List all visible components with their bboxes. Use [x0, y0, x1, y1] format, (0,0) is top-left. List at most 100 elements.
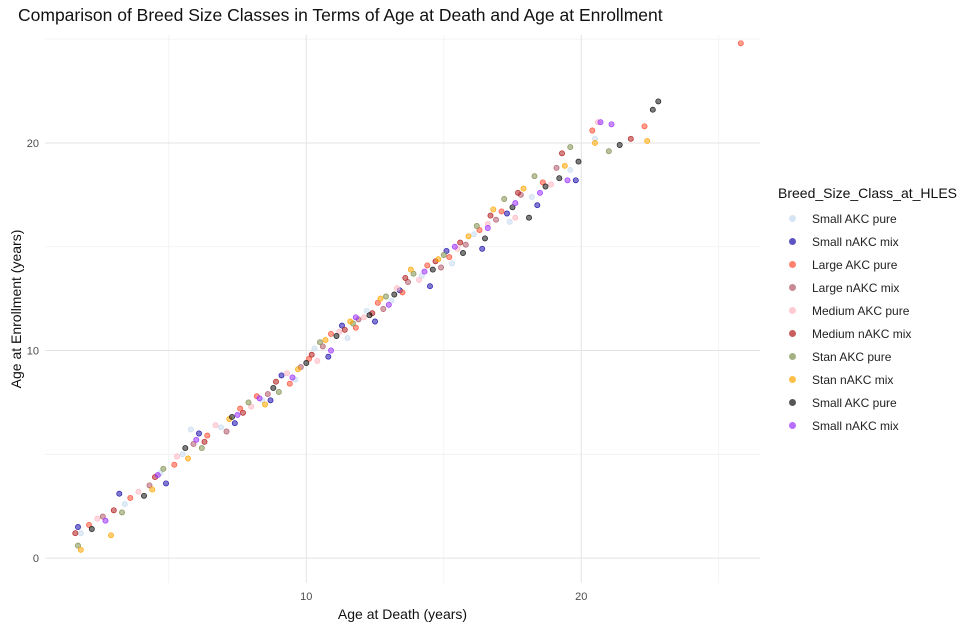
data-point — [75, 542, 81, 549]
data-point — [473, 223, 480, 229]
y-axis-label: Age at Enrollment (years) — [8, 230, 24, 389]
data-point — [616, 142, 623, 148]
data-point — [273, 378, 279, 385]
legend: Breed_Size_Class_at_HLES Small AKC pure S… — [778, 185, 957, 437]
data-point — [352, 314, 359, 321]
data-point — [339, 322, 345, 329]
data-point — [198, 445, 205, 452]
legend-key-dot — [789, 284, 796, 291]
data-point — [94, 515, 101, 522]
data-point — [641, 123, 648, 130]
data-point — [308, 351, 315, 358]
data-point — [564, 177, 571, 184]
legend-items: Small AKC pure Small nAKC mix Large AKC pu… — [778, 207, 957, 437]
data-point — [526, 214, 532, 221]
legend-key-dot — [789, 215, 796, 222]
data-point — [77, 530, 84, 537]
data-point — [427, 283, 433, 290]
data-point — [424, 262, 431, 269]
data-point — [548, 181, 554, 188]
data-point — [512, 200, 519, 207]
data-point — [270, 384, 277, 391]
legend-item: Small nAKC mix — [778, 230, 957, 253]
data-point — [201, 438, 208, 445]
x-tick-label: 10 — [300, 591, 312, 603]
data-point — [649, 106, 656, 113]
data-point — [438, 264, 444, 271]
legend-item: Medium nAKC mix — [778, 322, 957, 345]
x-tick-label: 20 — [575, 591, 587, 603]
data-points — [72, 40, 744, 553]
data-point — [391, 291, 398, 298]
data-point — [231, 420, 238, 427]
y-tick-label: 20 — [27, 138, 39, 150]
data-point — [366, 312, 373, 319]
data-point — [328, 347, 334, 354]
data-point — [435, 256, 442, 263]
data-point — [542, 183, 549, 190]
data-point — [116, 490, 123, 497]
legend-key-dot — [789, 307, 796, 314]
legend-key-dot — [789, 261, 796, 268]
legend-item: Large nAKC mix — [778, 276, 957, 299]
data-point — [388, 297, 395, 304]
legend-key-dot — [789, 353, 796, 360]
data-point — [234, 411, 241, 418]
legend-item: Medium AKC pure — [778, 299, 957, 322]
data-point — [374, 299, 381, 306]
data-point — [193, 436, 200, 443]
data-point — [449, 260, 455, 267]
data-point — [410, 270, 417, 277]
data-point — [561, 162, 568, 169]
data-point — [99, 513, 106, 520]
data-point — [504, 210, 510, 217]
data-point — [572, 177, 579, 184]
y-tick-label: 10 — [27, 346, 39, 358]
data-point — [160, 465, 167, 472]
legend-label: Medium nAKC mix — [812, 326, 912, 341]
data-point — [149, 486, 156, 493]
data-point — [402, 274, 409, 281]
data-point — [559, 150, 565, 157]
data-point — [537, 189, 543, 196]
data-point — [421, 268, 428, 275]
legend-key-dot — [789, 399, 796, 406]
legend-label: Small nAKC mix — [812, 234, 899, 249]
data-point — [289, 374, 296, 381]
data-point — [322, 337, 329, 344]
legend-label: Medium AKC pure — [812, 303, 910, 318]
data-point — [429, 266, 436, 273]
legend-item: Small AKC pure — [778, 207, 957, 230]
data-point — [528, 193, 535, 200]
data-point — [399, 289, 406, 296]
data-point — [256, 395, 263, 402]
legend-title: Breed_Size_Class_at_HLES — [778, 185, 957, 201]
data-point — [264, 391, 271, 398]
data-point — [171, 461, 178, 468]
data-point — [539, 179, 546, 186]
data-point — [72, 530, 79, 537]
axes: 10 20 0 10 20 Age at Death (years) Age at Enro… — [8, 138, 587, 622]
grid-lines — [45, 35, 760, 583]
data-point — [608, 121, 615, 128]
data-point — [531, 173, 538, 180]
data-point — [187, 426, 194, 433]
data-point — [501, 196, 508, 202]
data-point — [319, 343, 326, 350]
data-point — [182, 445, 189, 452]
data-point — [482, 235, 488, 242]
data-point — [451, 243, 458, 250]
data-point — [295, 366, 301, 373]
data-point — [286, 380, 293, 387]
legend-label: Large nAKC mix — [812, 280, 900, 295]
data-point — [303, 360, 310, 366]
data-point — [416, 276, 422, 283]
data-point — [77, 546, 84, 553]
data-point — [589, 127, 596, 134]
data-point — [240, 409, 246, 416]
data-point — [190, 440, 197, 447]
data-point — [490, 206, 497, 213]
legend-key-dot — [789, 330, 796, 337]
data-point — [457, 239, 464, 246]
data-point — [493, 216, 499, 223]
